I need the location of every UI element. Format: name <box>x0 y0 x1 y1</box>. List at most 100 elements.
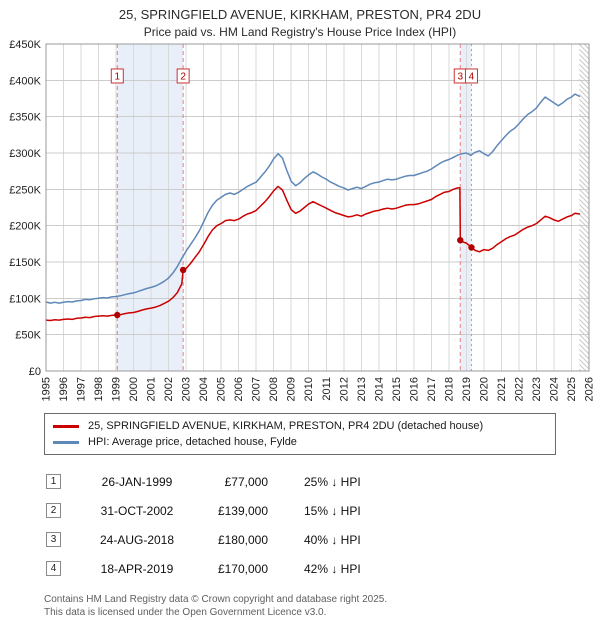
hatch-line <box>579 114 590 125</box>
hatch-line <box>579 134 590 145</box>
transaction-row: 3 24-AUG-2018 £180,000 40% ↓ HPI <box>46 525 600 554</box>
hatch-line <box>579 224 590 235</box>
hatch-line <box>579 119 590 130</box>
y-axis-tick-label: £300K <box>9 148 41 160</box>
txn-price: £170,000 <box>217 561 268 576</box>
x-axis-tick-label: 2006 <box>233 377 245 401</box>
sale-marker-badge-number: 2 <box>180 71 186 82</box>
property-line-swatch <box>53 424 79 428</box>
txn-date: 18-APR-2019 <box>100 561 174 576</box>
legend-item-property: 25, SPRINGFIELD AVENUE, KIRKHAM, PRESTON… <box>53 418 547 434</box>
x-axis-tick-label: 2011 <box>321 377 333 401</box>
txn-hpi-delta: 25% ↓ HPI <box>304 474 361 489</box>
txn-number-badge: 1 <box>46 474 61 489</box>
y-axis-tick-label: £400K <box>9 75 41 87</box>
x-axis-tick-label: 2023 <box>531 377 543 401</box>
x-axis-tick-label: 2017 <box>426 377 438 401</box>
ownership-band <box>460 44 472 371</box>
hatch-line <box>579 284 590 295</box>
x-axis-tick-label: 2024 <box>548 377 560 401</box>
txn-number-badge: 4 <box>46 561 61 576</box>
transaction-row: 4 18-APR-2019 £170,000 42% ↓ HPI <box>46 554 600 583</box>
hatch-line <box>579 294 590 305</box>
hatch-line <box>579 309 590 320</box>
sale-marker-badge-number: 1 <box>115 71 121 82</box>
txn-price: £139,000 <box>217 503 268 518</box>
hatch-line <box>579 354 590 365</box>
hatch-line <box>579 279 590 290</box>
transactions-table: 1 26-JAN-1999 £77,000 25% ↓ HPI 2 31-OCT… <box>46 467 600 583</box>
hatch-line <box>579 49 590 60</box>
hatch-line <box>579 124 590 135</box>
x-axis-tick-label: 2010 <box>303 377 315 401</box>
hatch-line <box>579 104 590 115</box>
x-axis-tick-label: 1999 <box>111 377 123 401</box>
hatch-line <box>579 289 590 300</box>
y-axis-tick-label: £150K <box>9 257 41 269</box>
hatch-line <box>579 69 590 80</box>
hatch-line <box>579 199 590 210</box>
hatch-line <box>579 239 590 250</box>
x-axis-tick-label: 2014 <box>373 377 385 401</box>
x-axis-tick-label: 2021 <box>496 377 508 401</box>
x-axis-tick-label: 2019 <box>461 377 473 401</box>
x-axis-tick-label: 2007 <box>251 377 263 401</box>
y-axis-tick-label: £450K <box>9 39 41 51</box>
hatch-line <box>579 44 590 55</box>
x-axis-tick-label: 2003 <box>181 377 193 401</box>
hatch-line <box>579 194 590 205</box>
legend-label-hpi: HPI: Average price, detached house, Fyld… <box>88 436 297 448</box>
sale-marker-dot <box>468 244 475 251</box>
y-axis-tick-label: £0 <box>29 366 41 378</box>
transaction-row: 2 31-OCT-2002 £139,000 15% ↓ HPI <box>46 496 600 525</box>
txn-price: £180,000 <box>217 532 268 547</box>
hatch-line <box>579 164 590 175</box>
sale-marker-dot <box>114 311 121 319</box>
ownership-band <box>117 44 184 371</box>
x-axis-tick-label: 1995 <box>41 377 53 401</box>
x-axis-tick-label: 2016 <box>408 377 420 401</box>
txn-number-badge: 3 <box>46 532 61 547</box>
hatch-line <box>579 189 590 200</box>
x-axis-tick-label: 2012 <box>338 377 350 401</box>
hatch-line <box>579 54 590 65</box>
transaction-row: 1 26-JAN-1999 £77,000 25% ↓ HPI <box>46 467 600 496</box>
x-axis-tick-label: 2009 <box>286 377 298 401</box>
plot-border <box>45 43 590 372</box>
hatch-line <box>579 99 590 110</box>
txn-date: 26-JAN-1999 <box>101 474 173 489</box>
x-axis-tick-label: 2025 <box>566 377 578 401</box>
sale-marker-dot <box>179 266 187 274</box>
hatch-line <box>579 244 590 255</box>
license-footer: Contains HM Land Registry data © Crown c… <box>44 593 600 619</box>
y-axis-tick-label: £250K <box>9 184 41 196</box>
x-axis-tick-label: 2022 <box>513 377 525 401</box>
txn-hpi-delta: 15% ↓ HPI <box>304 503 361 518</box>
hatch-line <box>579 94 590 105</box>
footer-line-1: Contains HM Land Registry data © Crown c… <box>44 594 388 605</box>
hatch-line <box>579 259 590 270</box>
y-axis-tick-label: £350K <box>9 112 41 124</box>
hatch-line <box>579 84 590 95</box>
hpi-line <box>45 93 581 304</box>
hatch-line <box>579 349 590 360</box>
hatch-line <box>579 154 590 165</box>
hatch-line <box>579 59 590 70</box>
sale-marker-badge <box>110 68 124 84</box>
hatch-line <box>579 74 590 85</box>
hatch-line <box>579 319 590 330</box>
hatch-line <box>579 254 590 265</box>
hatch-line <box>579 324 590 335</box>
hatch-line <box>579 334 590 345</box>
page-subtitle: Price paid vs. HM Land Registry's House … <box>143 25 457 39</box>
chart-legend: 25, SPRINGFIELD AVENUE, KIRKHAM, PRESTON… <box>44 413 556 455</box>
y-axis-tick-label: £200K <box>9 221 41 233</box>
hatch-line <box>579 274 590 285</box>
hatch-line <box>579 269 590 280</box>
footer-line-2: This data is licensed under the Open Gov… <box>44 607 327 618</box>
page-title: 25, SPRINGFIELD AVENUE, KIRKHAM, PRESTON… <box>118 7 482 22</box>
hatch-line <box>579 214 590 225</box>
chart-header: 25, SPRINGFIELD AVENUE, KIRKHAM, PRESTON… <box>0 0 600 39</box>
hatch-line <box>579 179 590 190</box>
hatch-line <box>579 139 590 150</box>
